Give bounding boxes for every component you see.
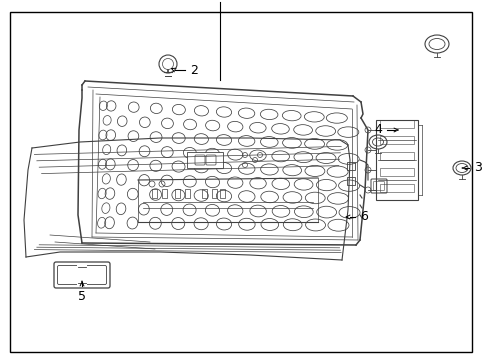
Bar [162, 189, 167, 198]
Bar [379, 168, 413, 176]
Bar [77, 264, 87, 286]
Bar [375, 120, 417, 200]
Bar [152, 189, 157, 198]
Bar [184, 189, 190, 198]
FancyBboxPatch shape [84, 265, 106, 284]
Bar [175, 189, 180, 198]
Bar [379, 120, 413, 128]
Bar [346, 162, 354, 170]
Circle shape [159, 55, 177, 73]
Text: 4: 4 [373, 123, 381, 136]
Ellipse shape [368, 135, 386, 149]
Text: 5: 5 [78, 290, 86, 303]
FancyBboxPatch shape [58, 265, 80, 284]
Text: 1: 1 [216, 0, 224, 2]
Bar [212, 189, 217, 198]
Ellipse shape [424, 35, 448, 53]
Text: 6: 6 [359, 211, 367, 224]
Bar [346, 177, 354, 185]
Bar [379, 136, 413, 144]
Bar [186, 152, 223, 168]
Bar [202, 189, 206, 198]
Text: 2: 2 [190, 63, 198, 77]
Bar [379, 152, 413, 160]
Ellipse shape [452, 161, 470, 175]
Bar [379, 184, 413, 192]
Text: 3: 3 [473, 162, 481, 175]
Bar [220, 189, 224, 198]
